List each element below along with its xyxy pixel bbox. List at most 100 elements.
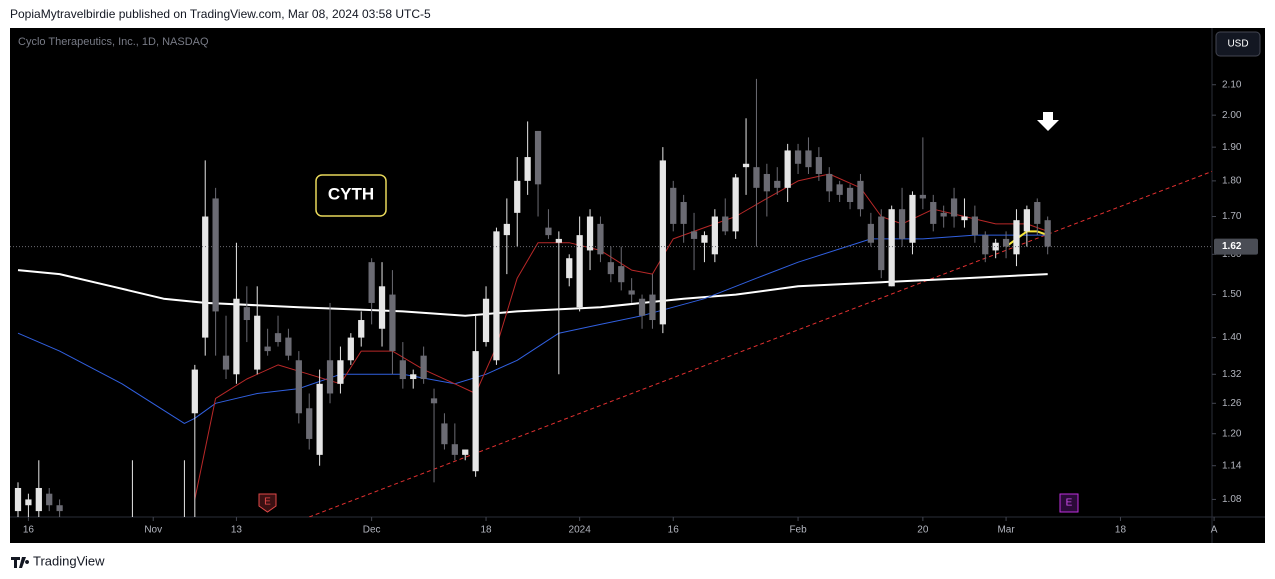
- last-price-label: 1.62: [1222, 241, 1242, 252]
- earnings-label: E: [264, 497, 271, 508]
- x-tick-label: 2024: [569, 525, 592, 536]
- candle-body: [430, 398, 438, 404]
- x-tick-label: Dec: [363, 525, 381, 536]
- candle-body: [805, 150, 812, 168]
- candle-body: [35, 487, 42, 512]
- earnings-marker[interactable]: [258, 493, 277, 513]
- x-tick-label: 18: [480, 525, 492, 536]
- candle-body: [794, 150, 802, 164]
- candle-body: [701, 235, 708, 243]
- candle-body: [618, 266, 625, 283]
- candle-body: [191, 369, 198, 414]
- candle-body: [753, 167, 760, 188]
- x-tick-label: A: [1211, 525, 1218, 536]
- candle-body: [732, 177, 739, 232]
- candle-body: [597, 223, 604, 255]
- candle-body: [961, 216, 968, 221]
- footer-brand: TradingView: [33, 553, 105, 568]
- x-tick-label: 18: [1115, 525, 1127, 536]
- candle-body: [607, 262, 614, 275]
- ticker-box: [315, 174, 387, 217]
- candle-body: [992, 242, 999, 251]
- candle-body: [836, 184, 843, 195]
- candle-body: [576, 235, 583, 308]
- moving-average: [194, 173, 1048, 500]
- candle-body: [930, 202, 937, 224]
- candle-body: [493, 231, 500, 361]
- candle-body: [482, 298, 490, 343]
- publish-header: PopiaMytravelbirdie published on Trading…: [10, 7, 431, 21]
- candle-body: [711, 216, 718, 255]
- candle-body: [514, 180, 521, 213]
- candle-body: [878, 216, 885, 271]
- y-tick-label: 1.08: [1222, 494, 1242, 505]
- candle-body: [243, 307, 250, 321]
- candle-body: [1023, 209, 1030, 232]
- down-arrow: [1037, 112, 1059, 131]
- tradingview-logo: [11, 557, 30, 568]
- moving-average: [17, 234, 1048, 424]
- candle-body: [534, 130, 542, 185]
- candle-body: [368, 262, 375, 303]
- candle-body: [919, 194, 926, 199]
- candle-body: [462, 449, 469, 455]
- candle-body: [545, 227, 552, 236]
- candle-body: [763, 173, 770, 192]
- candle-body: [410, 374, 417, 380]
- candle-body: [347, 337, 354, 361]
- candle-body: [420, 355, 427, 380]
- candle-body: [909, 194, 916, 243]
- candle-body: [254, 315, 261, 370]
- candle-body: [680, 202, 687, 224]
- candle-body: [774, 180, 781, 188]
- x-tick-label: Mar: [997, 525, 1015, 536]
- candle-body: [451, 444, 458, 455]
- ticker-label: CYTH: [328, 184, 374, 203]
- candle-body: [326, 360, 334, 394]
- y-tick-label: 1.80: [1222, 176, 1242, 187]
- candle-body: [950, 198, 958, 217]
- y-tick-label: 1.26: [1222, 398, 1242, 409]
- currency-button[interactable]: [1215, 31, 1261, 57]
- candle-body: [46, 493, 53, 506]
- candle-body: [815, 157, 822, 174]
- candle-body: [826, 173, 833, 192]
- y-tick-label: 1.90: [1222, 142, 1242, 153]
- candle-body: [971, 216, 978, 236]
- y-tick-label: 1.32: [1222, 369, 1242, 380]
- x-tick-label: Nov: [144, 525, 162, 536]
- candle-body: [628, 290, 635, 295]
- y-tick-label: 1.70: [1222, 211, 1242, 222]
- candle-body: [1013, 220, 1020, 255]
- candle-body: [337, 360, 344, 384]
- x-tick-label: 16: [668, 525, 680, 536]
- candle-body: [399, 360, 406, 380]
- candle-body: [638, 298, 646, 316]
- candle-body: [690, 231, 698, 239]
- candle-body: [202, 216, 209, 338]
- candle-body: [264, 346, 271, 352]
- candle-body: [285, 337, 292, 356]
- candle-body: [316, 383, 323, 455]
- candle-body: [846, 187, 854, 203]
- candle-body: [274, 333, 282, 343]
- earnings-label: E: [1066, 498, 1073, 509]
- x-tick-label: Feb: [789, 525, 807, 536]
- candle-body: [295, 360, 302, 414]
- earnings-marker[interactable]: [1059, 493, 1079, 513]
- y-tick-label: 1.14: [1222, 460, 1242, 471]
- y-tick-label: 1.40: [1222, 332, 1242, 343]
- candle-body: [160, 547, 166, 553]
- candle-body: [898, 209, 906, 239]
- candle-body: [1002, 238, 1010, 247]
- candle-body: [212, 198, 219, 312]
- candle-body: [389, 294, 396, 352]
- candle-body: [441, 423, 448, 445]
- candle-body: [358, 320, 365, 338]
- candle-body: [982, 235, 989, 255]
- candle-body: [566, 258, 573, 279]
- y-tick-label: 1.20: [1222, 428, 1242, 439]
- candle-body: [586, 216, 594, 251]
- candle-body: [119, 554, 125, 560]
